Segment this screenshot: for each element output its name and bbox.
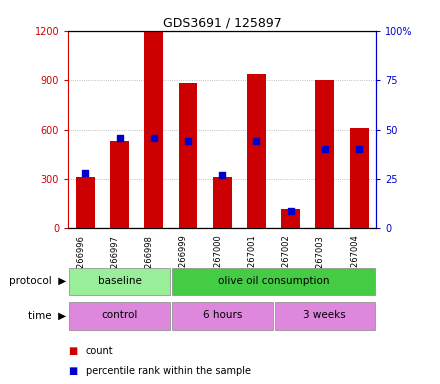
Text: count: count bbox=[86, 346, 114, 356]
Point bbox=[184, 138, 191, 144]
Point bbox=[321, 146, 328, 152]
Point bbox=[116, 134, 123, 141]
Bar bbox=[172, 302, 272, 329]
Point bbox=[356, 146, 363, 152]
Text: 3 weeks: 3 weeks bbox=[304, 310, 346, 320]
Point bbox=[287, 208, 294, 214]
Point bbox=[219, 172, 226, 178]
Point bbox=[82, 170, 89, 176]
Bar bbox=[69, 302, 170, 329]
Bar bbox=[350, 128, 369, 228]
Text: protocol  ▶: protocol ▶ bbox=[9, 276, 66, 286]
Bar bbox=[172, 268, 375, 295]
Text: time  ▶: time ▶ bbox=[28, 311, 66, 321]
Title: GDS3691 / 125897: GDS3691 / 125897 bbox=[163, 17, 282, 30]
Text: baseline: baseline bbox=[98, 276, 142, 286]
Bar bbox=[110, 141, 129, 228]
Bar bbox=[281, 209, 300, 228]
Point bbox=[150, 134, 157, 141]
Bar bbox=[275, 302, 375, 329]
Bar bbox=[247, 74, 266, 228]
Text: ■: ■ bbox=[68, 346, 77, 356]
Text: 6 hours: 6 hours bbox=[202, 310, 242, 320]
Text: percentile rank within the sample: percentile rank within the sample bbox=[86, 366, 251, 376]
Bar bbox=[76, 177, 95, 228]
Point bbox=[253, 138, 260, 144]
Text: olive oil consumption: olive oil consumption bbox=[218, 276, 329, 286]
Bar bbox=[144, 32, 163, 228]
Text: ■: ■ bbox=[68, 366, 77, 376]
Bar bbox=[179, 83, 198, 228]
Bar bbox=[69, 268, 170, 295]
Bar bbox=[213, 177, 231, 228]
Bar bbox=[315, 80, 334, 228]
Text: control: control bbox=[101, 310, 138, 320]
